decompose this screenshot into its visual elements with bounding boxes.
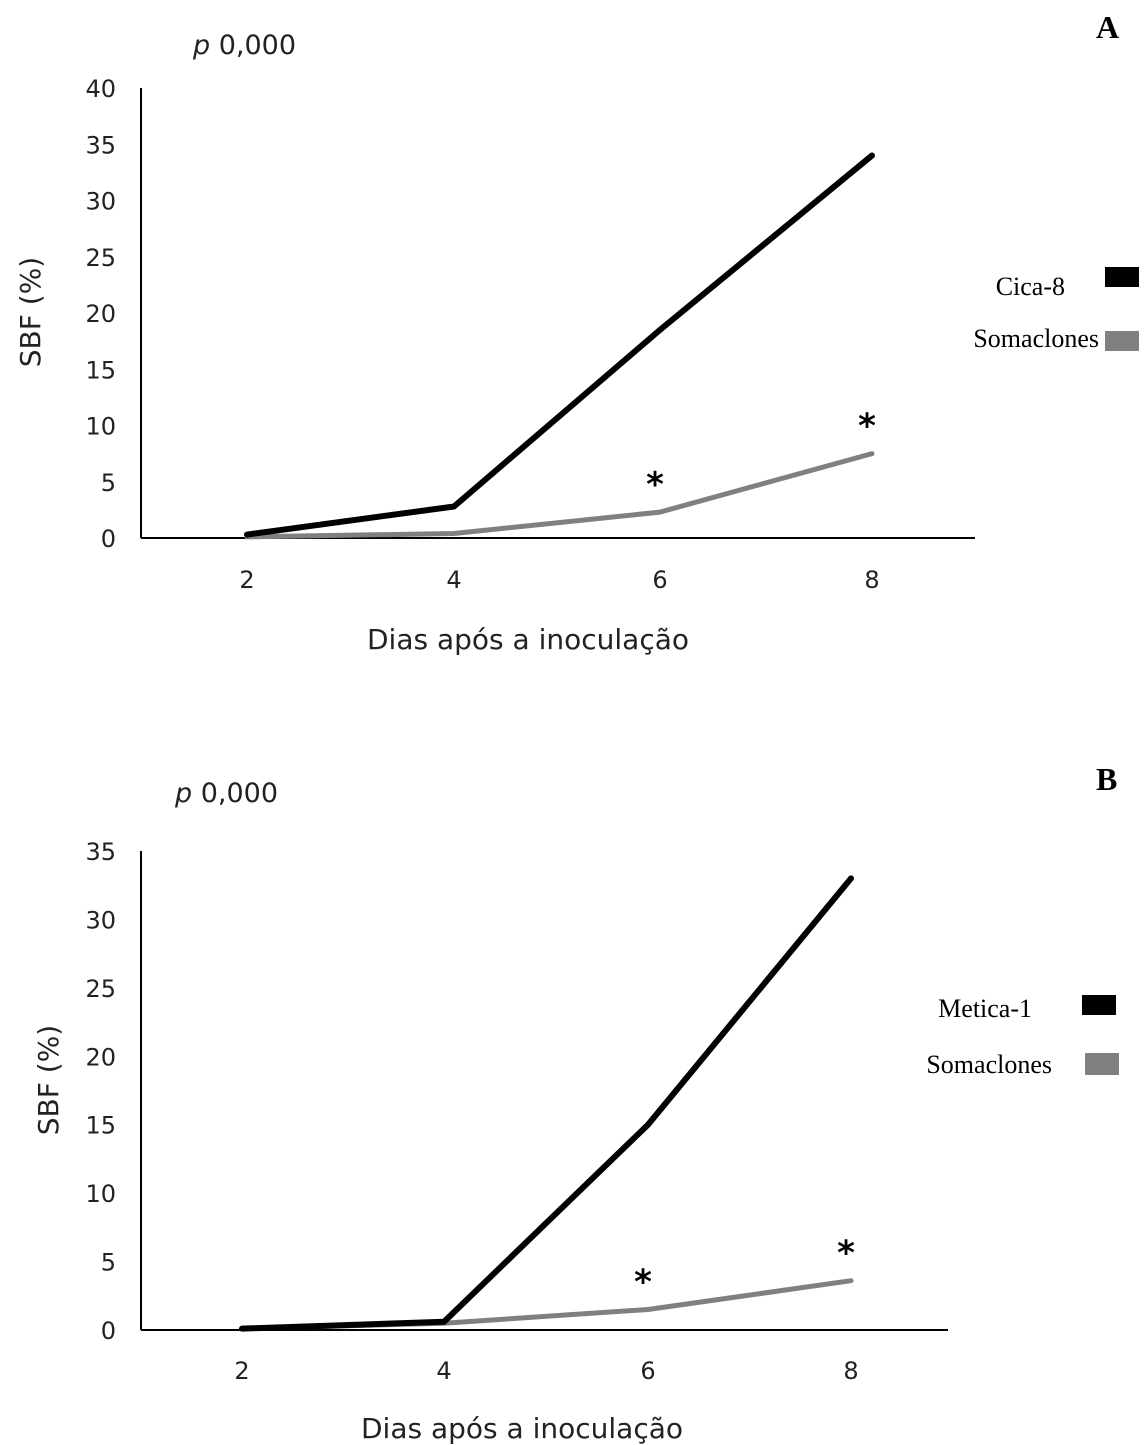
legend-swatch-a-2 <box>1105 331 1139 351</box>
x-tick-label: 4 <box>446 566 461 594</box>
y-tick-label: 35 <box>85 131 116 159</box>
y-tick-label: 25 <box>85 975 116 1003</box>
significance-star: * <box>646 465 664 505</box>
significance-star: * <box>634 1262 652 1302</box>
panel-letter-b: B <box>1096 761 1117 797</box>
y-tick-label: 35 <box>85 838 116 866</box>
y-tick-labels-a: 0 5 10 15 20 25 30 35 40 <box>85 75 116 553</box>
legend-label-a-1: Cica-8 <box>996 272 1065 301</box>
legend-label-b-1: Metica-1 <box>938 994 1032 1023</box>
y-tick-label: 5 <box>101 1249 116 1277</box>
series-lines-b <box>239 875 854 1332</box>
x-tick-label: 4 <box>436 1357 451 1385</box>
y-tick-label: 20 <box>85 1043 116 1071</box>
x-tick-labels-b: 2 4 6 8 <box>234 1357 858 1385</box>
y-tick-label: 20 <box>85 300 116 328</box>
y-axis-title-a: SBF (%) <box>14 257 47 367</box>
legend-swatch-b-2 <box>1085 1053 1119 1075</box>
p-value-b: 0,000 <box>192 778 278 809</box>
panel-letter-a: A <box>1096 9 1119 45</box>
x-axis-title-a: Dias após a inoculação <box>367 623 689 656</box>
y-tick-labels-b: 0 5 10 15 20 25 30 35 <box>85 838 116 1345</box>
y-tick-label: 30 <box>85 906 116 934</box>
p-symbol-b: p <box>174 778 192 809</box>
y-tick-label: 40 <box>85 75 116 103</box>
series-line-2 <box>244 451 875 540</box>
p-value-a: 0,000 <box>210 30 296 61</box>
series-line-2 <box>239 1278 854 1332</box>
series-line-1 <box>244 152 875 538</box>
y-tick-label: 0 <box>101 1317 116 1345</box>
x-tick-labels-a: 2 4 6 8 <box>239 566 879 594</box>
significance-markers-b: ** <box>634 1234 855 1303</box>
y-tick-label: 15 <box>85 356 116 384</box>
x-tick-label: 2 <box>239 566 254 594</box>
y-axis-title-b: SBF (%) <box>32 1025 65 1135</box>
y-tick-label: 15 <box>85 1112 116 1140</box>
legend-swatch-a-1 <box>1105 267 1139 287</box>
p-value-annotation-a: p 0,000 <box>192 30 296 61</box>
x-tick-label: 6 <box>640 1357 655 1385</box>
legend-swatch-b-1 <box>1082 995 1116 1015</box>
y-tick-label: 10 <box>85 413 116 441</box>
significance-star: * <box>858 407 876 447</box>
significance-markers-a: ** <box>646 407 876 506</box>
p-value-annotation-b: p 0,000 <box>174 778 278 809</box>
legend-a: Cica-8 Somaclones <box>973 267 1139 353</box>
series-line-1 <box>239 875 854 1332</box>
legend-label-b-2: Somaclones <box>926 1050 1052 1079</box>
x-tick-label: 6 <box>652 566 667 594</box>
p-symbol-a: p <box>192 30 210 61</box>
y-tick-label: 10 <box>85 1180 116 1208</box>
x-axis-title-b: Dias após a inoculação <box>361 1412 683 1445</box>
y-tick-label: 30 <box>85 188 116 216</box>
y-tick-label: 5 <box>101 469 116 497</box>
y-tick-label: 0 <box>101 525 116 553</box>
x-tick-label: 2 <box>234 1357 249 1385</box>
legend-b: Metica-1 Somaclones <box>926 994 1119 1079</box>
x-tick-label: 8 <box>864 566 879 594</box>
y-tick-label: 25 <box>85 244 116 272</box>
significance-star: * <box>837 1234 855 1274</box>
x-tick-label: 8 <box>843 1357 858 1385</box>
legend-label-a-2: Somaclones <box>973 324 1099 353</box>
series-lines-a <box>244 152 875 540</box>
